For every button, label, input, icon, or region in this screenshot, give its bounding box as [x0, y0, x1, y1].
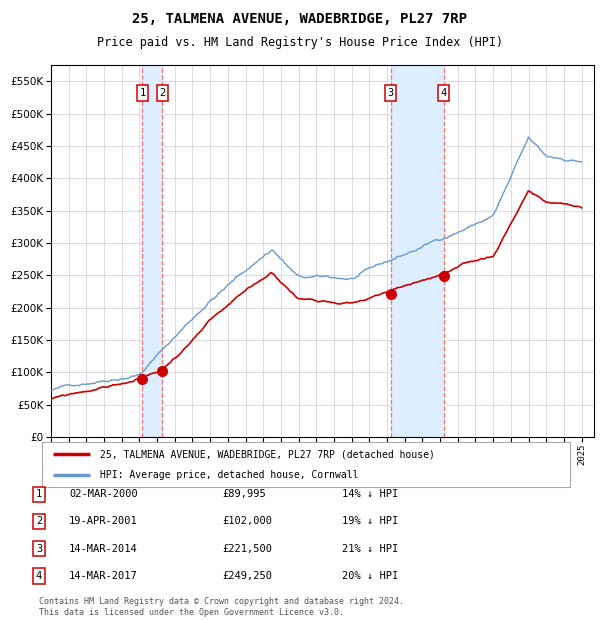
- Text: 14-MAR-2014: 14-MAR-2014: [69, 544, 138, 554]
- Text: 2: 2: [159, 88, 166, 98]
- Text: 02-MAR-2000: 02-MAR-2000: [69, 489, 138, 499]
- Text: Contains HM Land Registry data © Crown copyright and database right 2024.
This d: Contains HM Land Registry data © Crown c…: [39, 598, 404, 617]
- Text: 4: 4: [36, 571, 42, 581]
- Text: 25, TALMENA AVENUE, WADEBRIDGE, PL27 7RP (detached house): 25, TALMENA AVENUE, WADEBRIDGE, PL27 7RP…: [100, 449, 435, 459]
- Text: Price paid vs. HM Land Registry's House Price Index (HPI): Price paid vs. HM Land Registry's House …: [97, 36, 503, 49]
- Bar: [142, 65, 162, 437]
- Text: 21% ↓ HPI: 21% ↓ HPI: [342, 544, 398, 554]
- Text: 2: 2: [36, 516, 42, 526]
- Text: 1: 1: [139, 88, 146, 98]
- Text: 4: 4: [440, 88, 447, 98]
- Text: 3: 3: [388, 88, 394, 98]
- Bar: [391, 65, 443, 437]
- Text: 19% ↓ HPI: 19% ↓ HPI: [342, 516, 398, 526]
- Text: £221,500: £221,500: [222, 544, 272, 554]
- Text: 14% ↓ HPI: 14% ↓ HPI: [342, 489, 398, 499]
- Text: 3: 3: [36, 544, 42, 554]
- Text: 25, TALMENA AVENUE, WADEBRIDGE, PL27 7RP: 25, TALMENA AVENUE, WADEBRIDGE, PL27 7RP: [133, 12, 467, 27]
- Text: £102,000: £102,000: [222, 516, 272, 526]
- Text: £249,250: £249,250: [222, 571, 272, 581]
- Text: 19-APR-2001: 19-APR-2001: [69, 516, 138, 526]
- Text: 20% ↓ HPI: 20% ↓ HPI: [342, 571, 398, 581]
- Text: 1: 1: [36, 489, 42, 499]
- Text: HPI: Average price, detached house, Cornwall: HPI: Average price, detached house, Corn…: [100, 469, 359, 480]
- Text: 14-MAR-2017: 14-MAR-2017: [69, 571, 138, 581]
- Text: £89,995: £89,995: [222, 489, 266, 499]
